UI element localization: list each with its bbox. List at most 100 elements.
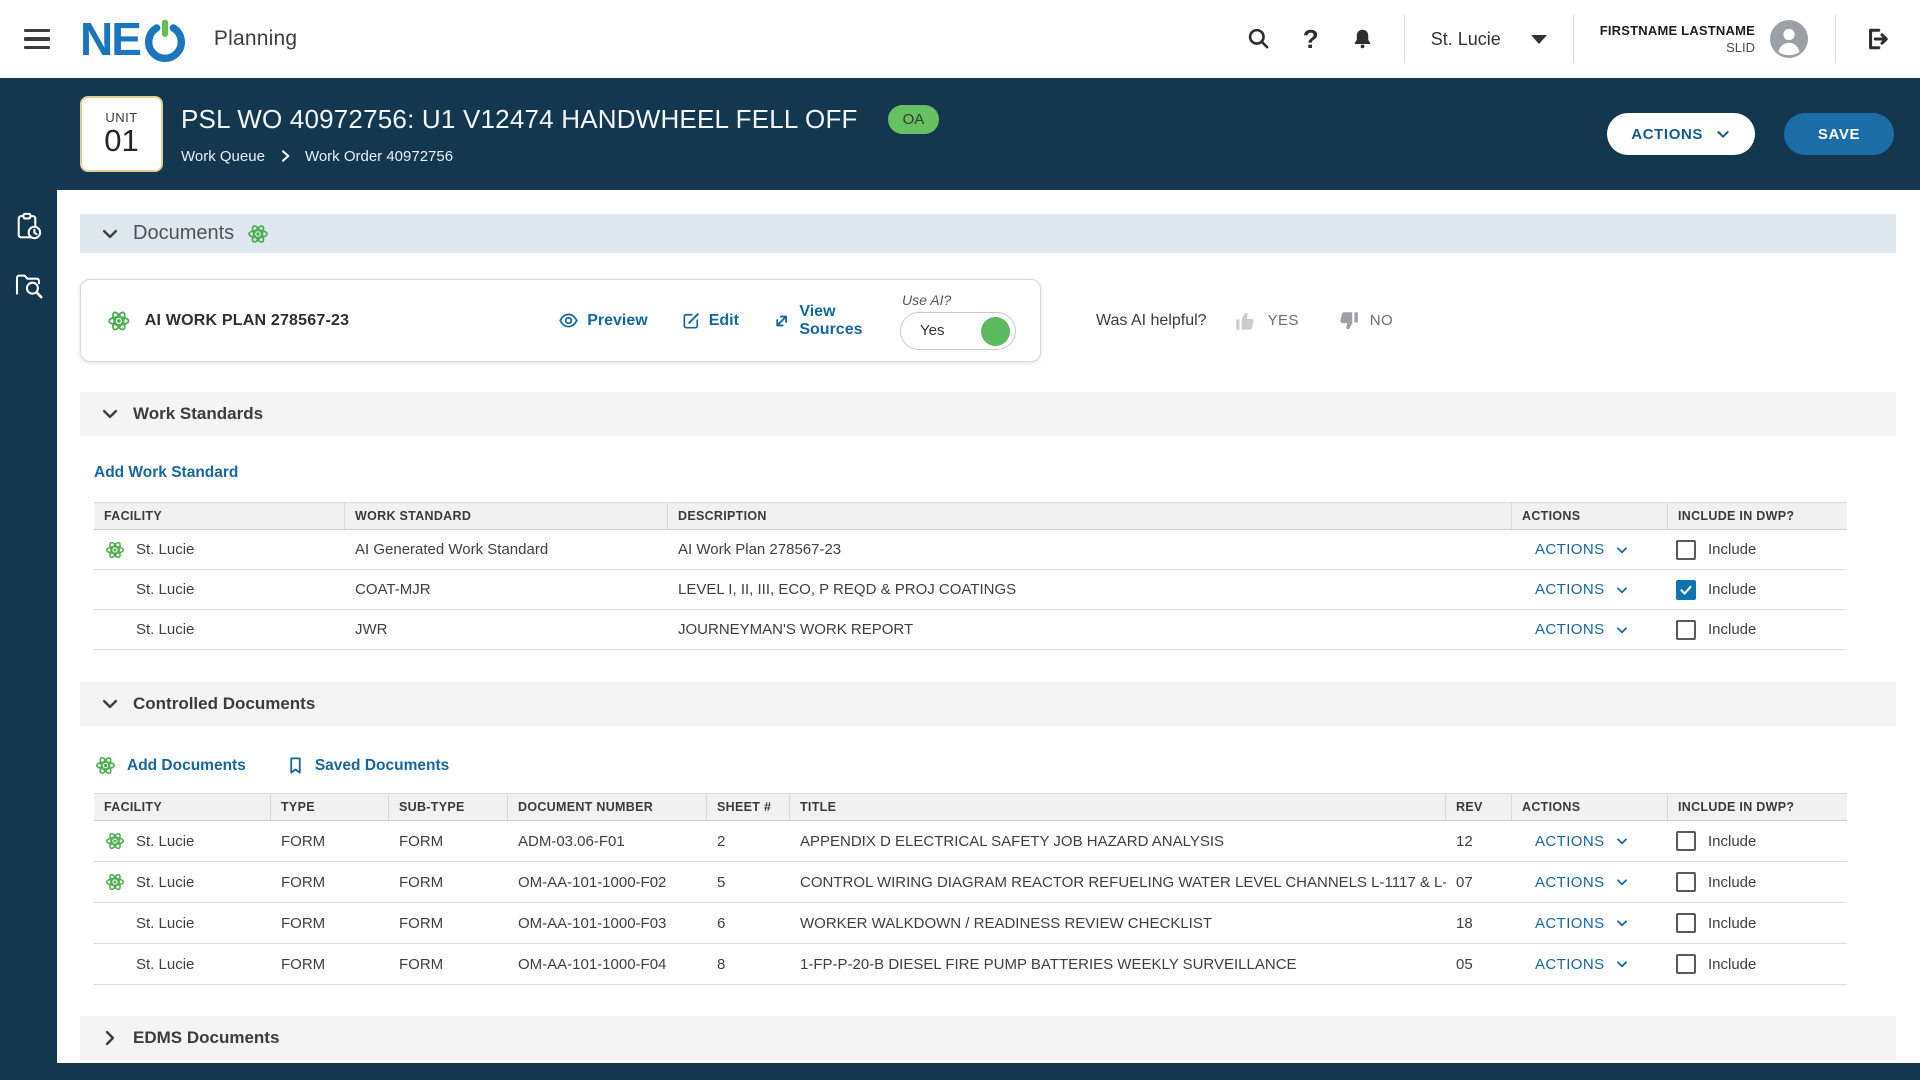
row-actions-dropdown[interactable]: ACTIONS xyxy=(1535,581,1629,598)
include-checkbox[interactable] xyxy=(1676,913,1696,933)
document-search-icon[interactable] xyxy=(12,268,46,302)
row-actions-dropdown[interactable]: ACTIONS xyxy=(1535,956,1629,973)
title-value: CONTROL WIRING DIAGRAM REACTOR REFUELING… xyxy=(800,873,1446,891)
include-checkbox[interactable] xyxy=(1676,872,1696,892)
facility-value: St. Lucie xyxy=(136,914,195,932)
hamburger-menu-icon[interactable] xyxy=(24,29,50,49)
column-header-sub-type: SUB-TYPE xyxy=(389,794,508,820)
controlled-documents-table: FACILITY TYPE SUB-TYPE DOCUMENT NUMBER S… xyxy=(94,793,1847,985)
column-header-actions: ACTIONS xyxy=(1512,794,1668,820)
include-checkbox[interactable] xyxy=(1676,831,1696,851)
avatar xyxy=(1770,20,1808,58)
work-standards-section-header[interactable]: Work Standards xyxy=(80,392,1896,436)
user-menu[interactable]: FIRSTNAME LASTNAME SLID xyxy=(1600,19,1809,59)
use-ai-toggle[interactable]: Yes xyxy=(900,311,1016,350)
documents-section-title: Documents xyxy=(133,222,235,244)
column-header-work-standard: WORK STANDARD xyxy=(345,503,668,529)
view-sources-button[interactable]: View Sources xyxy=(772,303,900,339)
row-actions-dropdown[interactable]: ACTIONS xyxy=(1535,915,1629,932)
table-row: St. Lucie FORM FORM OM-AA-101-1000-F03 6… xyxy=(94,903,1847,944)
sheet-value: 2 xyxy=(717,832,726,850)
include-checkbox[interactable] xyxy=(1676,619,1696,640)
edit-button[interactable]: Edit xyxy=(681,311,739,331)
help-icon[interactable]: ? xyxy=(1302,23,1319,54)
ai-sparkle-icon xyxy=(108,311,130,330)
work-order-header: UNIT 01 PSL WO 40972756: U1 V12474 HANDW… xyxy=(0,78,1920,190)
table-row: St. Lucie FORM FORM OM-AA-101-1000-F04 8… xyxy=(94,944,1847,985)
edms-documents-section-header[interactable]: EDMS Documents xyxy=(80,1016,1896,1060)
chevron-down-icon xyxy=(1530,34,1547,44)
include-checkbox[interactable] xyxy=(1676,539,1696,560)
description-value: JOURNEYMAN'S WORK REPORT xyxy=(678,621,914,638)
document-number-value: OM-AA-101-1000-F03 xyxy=(518,914,667,932)
breadcrumb-work-queue[interactable]: Work Queue xyxy=(181,147,265,165)
logout-icon[interactable] xyxy=(1862,24,1892,54)
top-app-bar: NE Planning ? St. Lucie FIRSTNAME LA xyxy=(0,0,1920,78)
chevron-down-icon xyxy=(100,224,120,244)
ai-sparkle-icon xyxy=(96,757,115,774)
preview-button[interactable]: Preview xyxy=(558,310,648,331)
work-standard-value: AI Generated Work Standard xyxy=(355,541,549,558)
chevron-right-icon xyxy=(277,148,293,164)
breadcrumb: Work Queue Work Order 40972756 xyxy=(181,148,939,165)
row-actions-dropdown[interactable]: ACTIONS xyxy=(1535,621,1629,638)
breadcrumb-work-order[interactable]: Work Order 40972756 xyxy=(304,147,454,165)
app-title: Planning xyxy=(213,27,298,50)
include-checkbox[interactable] xyxy=(1676,579,1696,600)
header-actions-button[interactable]: ACTIONS xyxy=(1607,113,1755,155)
edms-documents-section-title: EDMS Documents xyxy=(133,1028,280,1047)
column-header-actions: ACTIONS xyxy=(1512,503,1668,529)
saved-documents-link[interactable]: Saved Documents xyxy=(286,756,449,775)
sub-type-value: FORM xyxy=(399,914,444,932)
feedback-no-button[interactable]: NO xyxy=(1336,309,1393,333)
row-actions-dropdown[interactable]: ACTIONS xyxy=(1535,833,1629,850)
chevron-down-icon xyxy=(1617,626,1628,633)
notifications-bell-icon[interactable] xyxy=(1348,24,1378,54)
include-checkbox[interactable] xyxy=(1676,954,1696,974)
ai-feedback-question: Was AI helpful? xyxy=(1096,311,1207,329)
add-documents-link[interactable]: Add Documents xyxy=(94,754,246,777)
site-selector[interactable]: St. Lucie xyxy=(1431,29,1547,50)
search-icon[interactable] xyxy=(1244,24,1274,54)
save-button[interactable]: SAVE xyxy=(1784,113,1894,155)
clipboard-schedule-icon[interactable] xyxy=(12,210,46,244)
include-label: Include xyxy=(1708,621,1757,638)
facility-value: St. Lucie xyxy=(136,581,195,598)
rev-value: 18 xyxy=(1456,914,1473,932)
use-ai-label: Use AI? xyxy=(902,291,952,308)
row-actions-dropdown[interactable]: ACTIONS xyxy=(1535,541,1629,558)
facility-value: St. Lucie xyxy=(136,621,195,638)
include-label: Include xyxy=(1708,581,1757,598)
page-title: PSL WO 40972756: U1 V12474 HANDWHEEL FEL… xyxy=(181,103,858,134)
documents-section-header[interactable]: Documents xyxy=(80,214,1896,253)
chevron-right-icon xyxy=(100,1028,120,1048)
description-value: AI Work Plan 278567-23 xyxy=(678,541,842,558)
unit-badge: UNIT 01 xyxy=(80,96,163,172)
row-actions-dropdown[interactable]: ACTIONS xyxy=(1535,874,1629,891)
ai-feedback: Was AI helpful? YES NO xyxy=(1096,309,1393,333)
divider xyxy=(1403,15,1405,63)
rev-value: 12 xyxy=(1456,832,1473,850)
type-value: FORM xyxy=(281,873,326,891)
facility-value: St. Lucie xyxy=(136,832,195,850)
add-work-standard-link[interactable]: Add Work Standard xyxy=(94,464,239,481)
chevron-down-icon xyxy=(1617,879,1628,886)
column-header-facility: FACILITY xyxy=(94,794,271,820)
feedback-yes-button[interactable]: YES xyxy=(1234,309,1299,333)
rev-value: 07 xyxy=(1456,873,1473,891)
controlled-documents-section-header[interactable]: Controlled Documents xyxy=(80,682,1896,726)
status-badge: OA xyxy=(887,104,940,134)
include-label: Include xyxy=(1708,541,1757,558)
neo-logo-text: NE xyxy=(80,13,142,65)
toggle-knob xyxy=(981,316,1010,346)
work-standards-section-title: Work Standards xyxy=(133,404,264,423)
column-header-description: DESCRIPTION xyxy=(668,503,1512,529)
column-header-type: TYPE xyxy=(271,794,389,820)
work-standards-table-header: FACILITY WORK STANDARD DESCRIPTION ACTIO… xyxy=(94,502,1847,530)
neo-logo: NE xyxy=(80,16,188,62)
ai-sparkle-icon xyxy=(105,541,125,558)
title-value: 1-FP-P-20-B DIESEL FIRE PUMP BATTERIES W… xyxy=(800,955,1297,973)
title-value: WORKER WALKDOWN / READINESS REVIEW CHECK… xyxy=(800,914,1212,932)
chevron-down-icon xyxy=(1617,838,1628,845)
column-header-facility: FACILITY xyxy=(94,503,345,529)
